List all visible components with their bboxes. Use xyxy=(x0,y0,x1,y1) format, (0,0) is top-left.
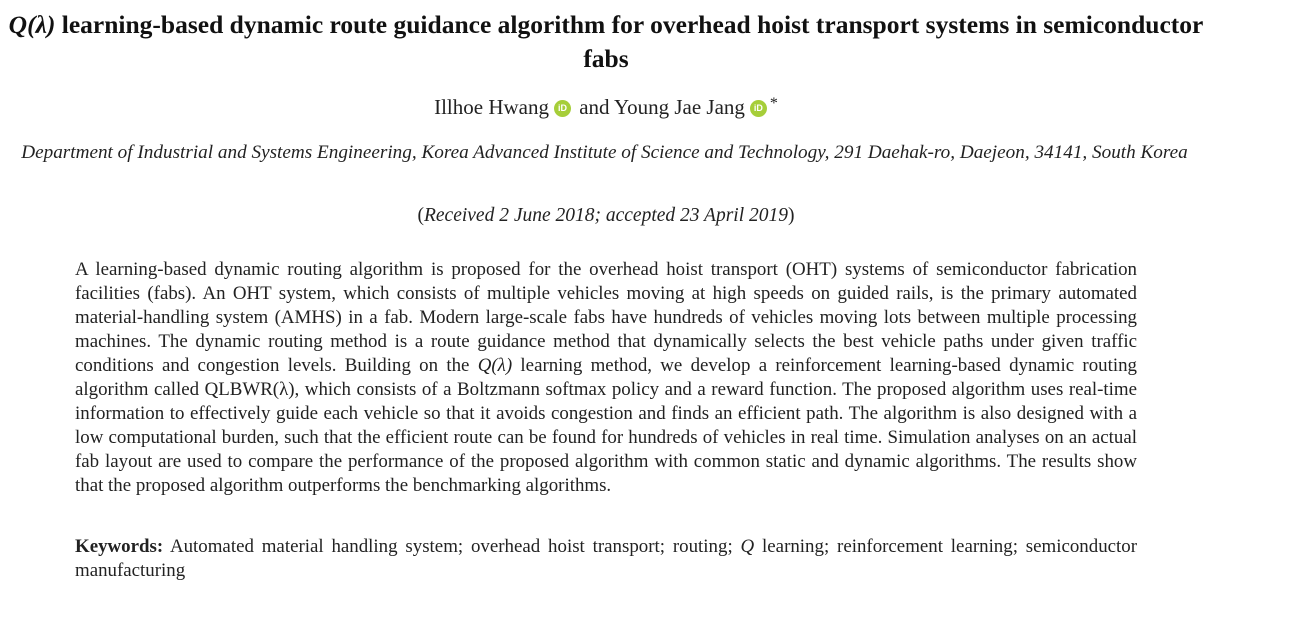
abstract: A learning-based dynamic routing algorit… xyxy=(75,258,1137,498)
history-open-paren: ( xyxy=(417,205,424,226)
history-close-paren: ) xyxy=(788,205,795,226)
author-list: Illhoe Hwang iD and Young Jae Jang iD * xyxy=(0,90,1212,121)
corresponding-author-mark[interactable]: * xyxy=(769,95,778,112)
abstract-text: A learning-based dynamic routing algorit… xyxy=(75,259,1137,376)
article-history: (Received 2 June 2018; accepted 23 April… xyxy=(0,203,1212,229)
author-name[interactable]: Young Jae Jang xyxy=(614,95,745,119)
keywords-text: Automated material handling system; over… xyxy=(163,536,741,557)
paper-title: Q(λ) learning-based dynamic route guidan… xyxy=(0,8,1212,76)
abstract-q-lambda: Q(λ) xyxy=(477,355,513,376)
keywords-text: learning; reinforcement learning; semico… xyxy=(75,536,1138,581)
title-text: learning-based dynamic route guidance al… xyxy=(55,10,1204,73)
orcid-icon[interactable]: iD xyxy=(553,100,571,117)
affiliation: Department of Industrial and Systems Eng… xyxy=(21,142,1188,163)
author-name[interactable]: Illhoe Hwang xyxy=(434,95,549,119)
history-dates: Received 2 June 2018; accepted 23 April … xyxy=(423,205,789,226)
author-connector: and xyxy=(573,95,615,119)
orcid-icon[interactable]: iD xyxy=(749,100,767,117)
abstract-text: learning method, we develop a reinforcem… xyxy=(75,355,1137,496)
keywords-label: Keywords: xyxy=(75,536,164,557)
keywords: Keywords: Automated material handling sy… xyxy=(75,535,1137,583)
keywords-q: Q xyxy=(740,536,755,557)
title-q-lambda: Q(λ) xyxy=(8,10,56,39)
